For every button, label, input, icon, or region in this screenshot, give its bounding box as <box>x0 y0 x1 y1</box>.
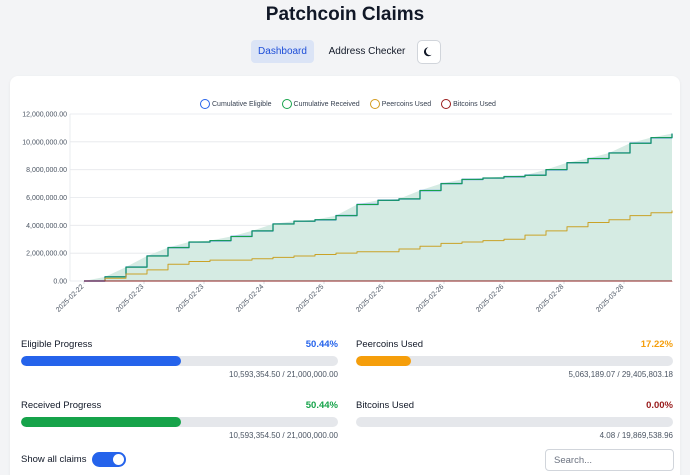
eligible-progress-track <box>21 356 338 366</box>
chart-legend: Cumulative Eligible Cumulative Received … <box>200 98 496 110</box>
legend-item-bitcoins[interactable]: Bitcoins Used <box>441 99 496 109</box>
nav-dashboard-button[interactable]: Dashboard <box>251 40 314 63</box>
legend-label-bitcoins: Bitcoins Used <box>453 100 496 108</box>
nav-address-checker-button[interactable]: Address Checker <box>328 46 406 57</box>
show-all-claims-label: Show all claims <box>21 454 87 465</box>
x-tick-label: 2025-02-22 <box>55 283 85 313</box>
top-nav: Dashboard Address Checker <box>0 40 690 64</box>
eligible-progress: Eligible Progress 50.44% 10,593,354.50 /… <box>21 339 338 379</box>
bitcoins-progress-label: Bitcoins Used <box>356 400 415 411</box>
x-tick-label: 2025-02-25 <box>355 283 385 313</box>
peercoins-progress: Peercoins Used 17.22% 5,063,189.07 / 29,… <box>356 339 673 379</box>
y-tick-label: 0.00 <box>53 279 67 286</box>
x-tick-label: 2025-02-28 <box>535 283 565 313</box>
legend-swatch-peercoins <box>369 99 380 109</box>
y-tick-label: 6,000,000.00 <box>26 195 67 202</box>
bitcoins-progress-track <box>356 417 673 427</box>
legend-item-eligible[interactable]: Cumulative Eligible <box>200 99 272 109</box>
legend-swatch-bitcoins <box>441 99 452 109</box>
peercoins-progress-detail: 5,063,189.07 / 29,405,803.18 <box>568 370 673 379</box>
peercoins-progress-fill <box>356 356 411 366</box>
bitcoins-progress-pct: 0.00% <box>646 400 673 411</box>
search-input[interactable] <box>545 449 674 471</box>
peercoins-line <box>84 210 673 282</box>
eligible-progress-pct: 50.44% <box>305 339 338 350</box>
received-progress-pct: 50.44% <box>305 400 338 411</box>
x-tick-label: 2025-02-23 <box>115 283 145 313</box>
bitcoins-progress-detail: 4.08 / 19,869,538.96 <box>599 431 673 440</box>
y-tick-label: 12,000,000.00 <box>22 112 67 119</box>
show-all-claims-toggle[interactable]: Show all claims <box>21 452 127 467</box>
legend-swatch-received <box>281 99 292 109</box>
x-tick-label: 2025-02-24 <box>235 283 265 313</box>
eligible-progress-label: Eligible Progress <box>21 339 93 350</box>
claims-chart: 0.00 2,000,000.00 4,000,000.00 6,000,000.00… <box>22 112 673 314</box>
peercoins-progress-track <box>356 356 673 366</box>
theme-toggle-button[interactable] <box>417 40 441 64</box>
moon-icon <box>423 47 432 57</box>
received-progress-detail: 10,593,354.50 / 21,000,000.00 <box>229 431 338 440</box>
switch-knob <box>113 454 125 465</box>
received-line <box>84 133 673 282</box>
legend-label-received: Cumulative Received <box>293 100 360 108</box>
y-tick-label: 4,000,000.00 <box>26 223 67 230</box>
received-progress: Received Progress 50.44% 10,593,354.50 /… <box>21 400 338 440</box>
eligible-progress-detail: 10,593,354.50 / 21,000,000.00 <box>229 370 338 379</box>
legend-label-eligible: Cumulative Eligible <box>212 100 272 108</box>
x-tick-label: 2025-02-26 <box>415 283 445 313</box>
received-progress-label: Received Progress <box>21 400 102 411</box>
page-title: Patchcoin Claims <box>265 4 425 25</box>
peercoins-progress-pct: 17.22% <box>640 339 673 350</box>
x-tick-label: 2025-03-28 <box>595 283 625 313</box>
received-area <box>84 133 672 281</box>
received-progress-fill <box>21 417 181 427</box>
received-progress-track <box>21 417 338 427</box>
y-tick-label: 10,000,000.00 <box>22 139 67 146</box>
y-tick-label: 8,000,000.00 <box>26 167 67 174</box>
legend-label-peercoins: Peercoins Used <box>381 100 432 108</box>
x-tick-label: 2025-02-26 <box>475 283 505 313</box>
show-all-claims-switch[interactable] <box>92 452 127 467</box>
legend-item-received[interactable]: Cumulative Received <box>281 99 360 109</box>
bitcoins-progress: Bitcoins Used 0.00% 4.08 / 19,869,538.96 <box>356 400 673 440</box>
legend-item-peercoins[interactable]: Peercoins Used <box>369 99 432 109</box>
x-tick-label: 2025-02-23 <box>175 283 205 313</box>
y-tick-label: 2,000,000.00 <box>26 251 67 258</box>
x-tick-label: 2025-02-25 <box>295 283 325 313</box>
peercoins-progress-label: Peercoins Used <box>356 339 424 350</box>
eligible-progress-fill <box>21 356 181 366</box>
legend-swatch-eligible <box>200 99 210 109</box>
